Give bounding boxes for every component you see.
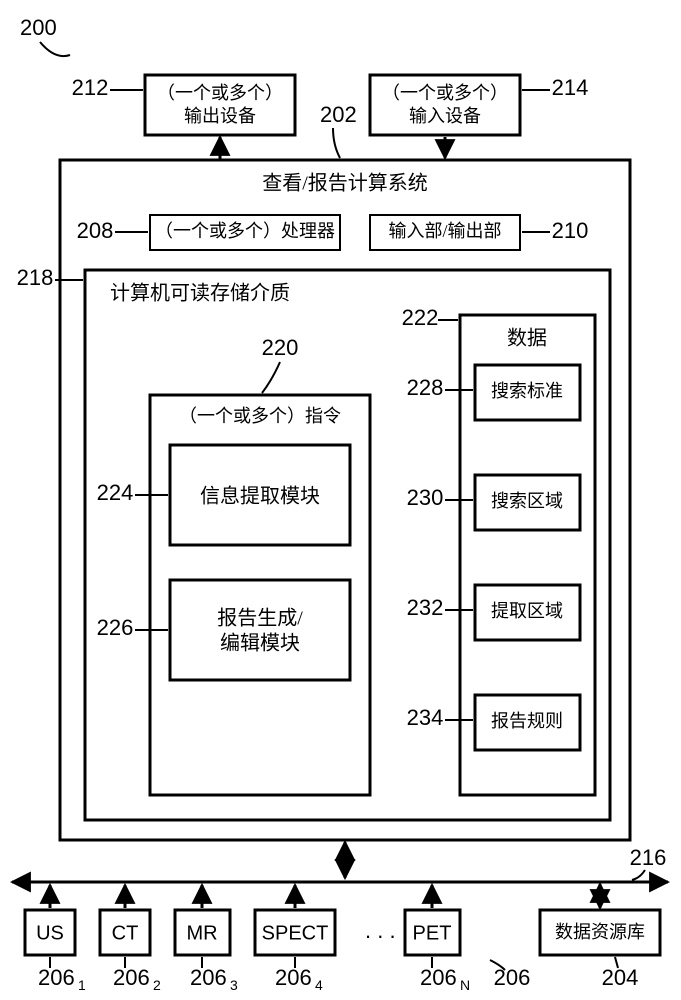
data-item-1: 搜索标准 — [475, 365, 580, 420]
ref-232: 232 — [407, 595, 444, 620]
svg-text:报告规则: 报告规则 — [491, 711, 563, 731]
ref-206-4: 206 — [275, 965, 312, 990]
ref-228: 228 — [407, 375, 444, 400]
ref-200: 200 — [20, 15, 57, 40]
svg-text:SPECT: SPECT — [262, 922, 329, 944]
ref-220: 220 — [262, 335, 299, 360]
modality-spect: SPECT — [255, 910, 335, 955]
processor-box: （一个或多个）处理器 — [150, 215, 340, 250]
output-device-box: （一个或多个） 输出设备 — [145, 75, 295, 135]
data-repo-box: 数据资源库 — [540, 910, 660, 955]
lead-202 — [333, 128, 340, 158]
svg-text:编辑模块: 编辑模块 — [220, 632, 300, 655]
ref-206-2: 206 — [113, 965, 150, 990]
data-item-2: 搜索区域 — [475, 475, 580, 530]
ref-214: 214 — [552, 75, 589, 100]
ref-206-n: 206 — [420, 965, 457, 990]
data-title: 数据 — [507, 327, 547, 350]
ref-206-1: 206 — [38, 965, 75, 990]
diagram-root: 200 （一个或多个） 输出设备 212 （一个或多个） 输入设备 214 20… — [0, 0, 681, 1000]
ref-226: 226 — [97, 615, 134, 640]
ref-206-4-sub: 4 — [315, 977, 323, 993]
ref-210: 210 — [552, 218, 589, 243]
svg-text:CT: CT — [112, 922, 139, 944]
ref-216: 216 — [630, 845, 667, 870]
ref-206-2-sub: 2 — [153, 977, 161, 993]
info-extract-box: 信息提取模块 — [170, 445, 350, 545]
ref-208: 208 — [77, 218, 114, 243]
svg-text:数据资源库: 数据资源库 — [555, 922, 645, 942]
modality-pet: PET — [405, 910, 460, 955]
svg-text:（一个或多个）: （一个或多个） — [382, 83, 508, 103]
ref-200-leader — [40, 42, 70, 56]
svg-text:输入设备: 输入设备 — [409, 106, 481, 126]
modality-ellipsis: . . . — [365, 918, 396, 943]
svg-text:提取区域: 提取区域 — [491, 601, 563, 621]
ref-206: 206 — [494, 965, 531, 990]
svg-text:报告生成/: 报告生成/ — [217, 607, 303, 630]
ref-204: 204 — [602, 965, 639, 990]
ref-230: 230 — [407, 485, 444, 510]
system-title: 查看/报告计算系统 — [262, 172, 428, 195]
svg-text:搜索区域: 搜索区域 — [491, 491, 563, 511]
ref-224: 224 — [97, 480, 134, 505]
data-item-3: 提取区域 — [475, 585, 580, 640]
svg-text:US: US — [36, 922, 64, 944]
modality-us: US — [25, 910, 75, 955]
ref-206-1-sub: 1 — [78, 977, 86, 993]
ref-206-n-sub: N — [460, 977, 470, 993]
svg-text:（一个或多个）: （一个或多个） — [157, 83, 283, 103]
modality-mr: MR — [175, 910, 230, 955]
lead-216 — [632, 870, 645, 880]
storage-title: 计算机可读存储介质 — [110, 282, 290, 305]
svg-text:输入部/输出部: 输入部/输出部 — [388, 221, 501, 241]
svg-text:MR: MR — [186, 922, 217, 944]
data-item-4: 报告规则 — [475, 695, 580, 750]
svg-text:PET: PET — [413, 922, 452, 944]
svg-text:信息提取模块: 信息提取模块 — [200, 485, 320, 508]
modality-ct: CT — [100, 910, 150, 955]
ref-234: 234 — [407, 705, 444, 730]
ref-206-3: 206 — [190, 965, 227, 990]
ref-212: 212 — [72, 75, 109, 100]
instruction-title: （一个或多个）指令 — [179, 406, 341, 426]
report-gen-box: 报告生成/ 编辑模块 — [170, 580, 350, 680]
svg-text:输出设备: 输出设备 — [184, 106, 256, 126]
svg-text:搜索标准: 搜索标准 — [491, 381, 563, 401]
ref-206-3-sub: 3 — [230, 977, 238, 993]
input-device-box: （一个或多个） 输入设备 — [370, 75, 520, 135]
ref-218: 218 — [17, 265, 54, 290]
svg-text:（一个或多个）处理器: （一个或多个）处理器 — [155, 221, 335, 241]
io-box: 输入部/输出部 — [370, 215, 520, 250]
ref-222: 222 — [402, 305, 439, 330]
ref-202: 202 — [320, 102, 357, 127]
